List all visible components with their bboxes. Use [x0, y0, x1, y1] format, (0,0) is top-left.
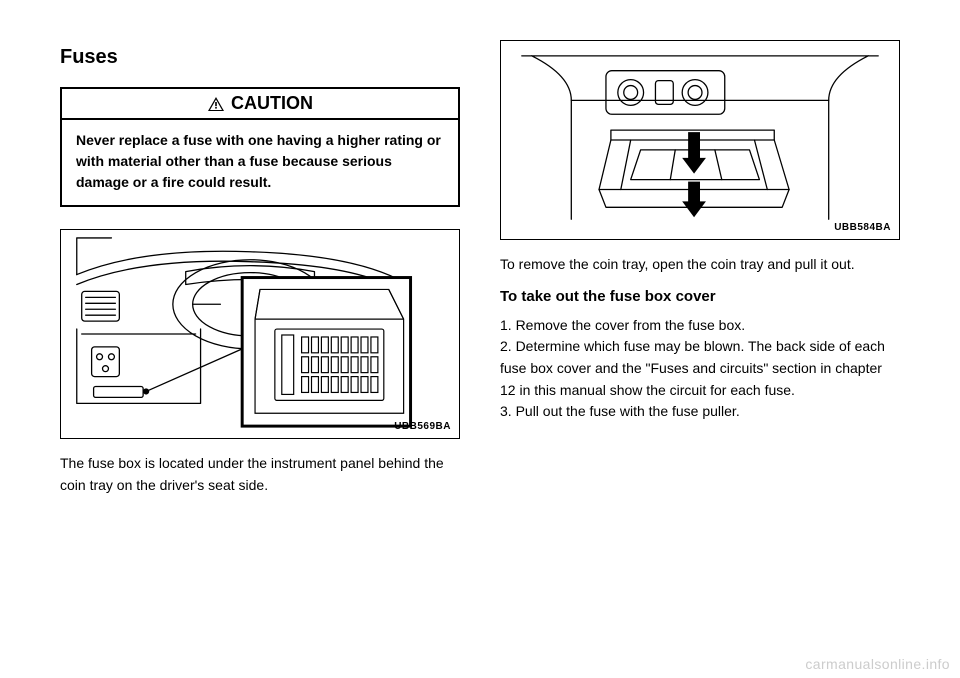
figure-right-label: UBB584BA: [834, 222, 891, 233]
page-content: Fuses CAUTION Never replace a fuse with …: [0, 0, 960, 678]
caution-box: CAUTION Never replace a fuse with one ha…: [60, 87, 460, 207]
right-column: UBB584BA To remove the coin tray, open t…: [500, 40, 900, 658]
watermark: carmanualsonline.info: [805, 656, 950, 672]
left-column: Fuses CAUTION Never replace a fuse with …: [60, 40, 460, 658]
caution-label: CAUTION: [231, 93, 313, 114]
figure-left: UBB569BA: [60, 229, 460, 439]
figure-right: UBB584BA: [500, 40, 900, 240]
figure-left-label: UBB569BA: [394, 421, 451, 432]
section-title: Fuses: [60, 46, 460, 69]
steps-body: 1. Remove the cover from the fuse box. 2…: [500, 315, 900, 423]
steps-heading: To take out the fuse box cover: [500, 288, 900, 305]
caution-body: Never replace a fuse with one having a h…: [62, 120, 458, 205]
caution-text-bold: Never replace a fuse with one having a h…: [76, 132, 441, 190]
caution-header: CAUTION: [62, 89, 458, 120]
warning-icon: [207, 96, 225, 112]
left-body-text: The fuse box is located under the instru…: [60, 453, 460, 496]
right-sub-text: To remove the coin tray, open the coin t…: [500, 254, 900, 276]
